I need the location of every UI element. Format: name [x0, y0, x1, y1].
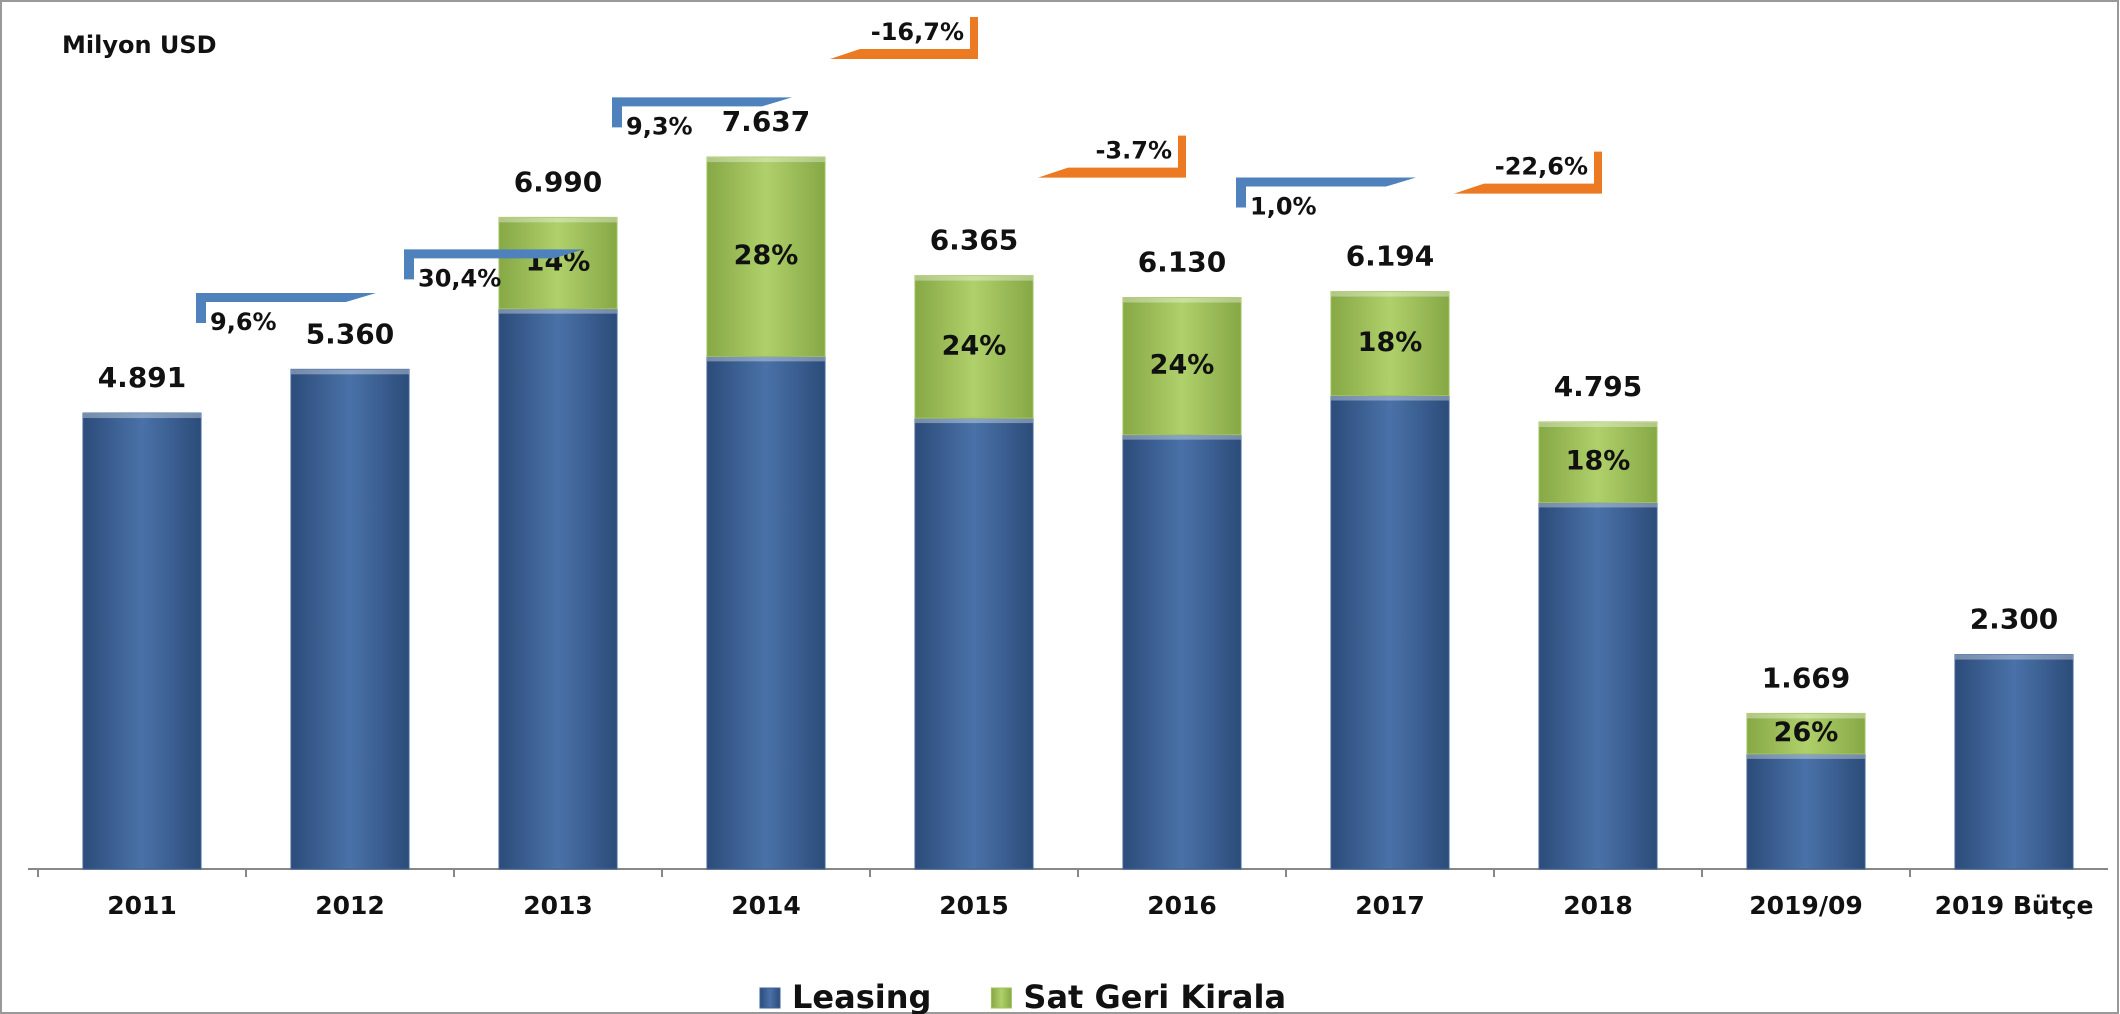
growth-flag [612, 97, 792, 128]
bar-highlight [1539, 502, 1657, 508]
growth-flag [196, 293, 376, 324]
growth-label: 30,4% [418, 264, 501, 292]
x-tick-label: 2018 [1563, 891, 1633, 920]
x-tick-label: 2016 [1147, 891, 1217, 920]
total-label: 6.990 [514, 165, 603, 198]
x-tick-label: 2019 Bütçe [1935, 891, 2094, 920]
bar-segment [498, 216, 618, 310]
x-tick-label: 2013 [523, 891, 593, 920]
growth-flag [1236, 177, 1416, 208]
growth-label: 9,6% [210, 308, 277, 336]
unit-label: Milyon USD [62, 31, 217, 59]
growth-flag [1454, 151, 1602, 194]
share-label: 24% [942, 330, 1007, 361]
bar-segment [290, 368, 410, 870]
growth-flag [830, 17, 978, 60]
growth-label: -22,6% [1495, 153, 1588, 181]
bar-segment [1954, 654, 2074, 870]
bar-highlight [1955, 654, 2073, 660]
x-tick-label: 2014 [731, 891, 801, 920]
bar-segment [706, 156, 826, 357]
bar-highlight [1747, 753, 1865, 759]
share-label: 26% [1774, 717, 1839, 748]
total-label: 2.300 [1970, 603, 2059, 636]
growth-label: 1,0% [1250, 193, 1317, 221]
x-tick-label: 2017 [1355, 891, 1425, 920]
bar-segment [1330, 395, 1450, 870]
bar-highlight [915, 275, 1033, 281]
bar-highlight [1123, 434, 1241, 440]
bar-segment [1538, 501, 1658, 870]
share-label: 18% [1358, 327, 1423, 358]
x-tick-label: 2019/09 [1749, 891, 1863, 920]
bar-highlight [1331, 291, 1449, 297]
x-tick-label: 2015 [939, 891, 1009, 920]
bar-segment [1746, 712, 1866, 755]
bar-highlight [1747, 713, 1865, 719]
bar-segment [914, 417, 1034, 870]
bar-highlight [499, 308, 617, 314]
total-label: 5.360 [306, 317, 395, 350]
growth-flag [404, 249, 584, 280]
total-label: 1.669 [1762, 661, 1851, 694]
share-label: 18% [1566, 446, 1631, 477]
total-label: 4.891 [98, 361, 187, 394]
bar-highlight [1331, 395, 1449, 401]
bar-segment [1122, 434, 1242, 870]
bar-segment [1538, 421, 1658, 503]
bar-segment [498, 308, 618, 870]
legend-swatch [990, 987, 1012, 1009]
growth-label: 9,3% [626, 112, 693, 140]
bar-highlight [707, 157, 825, 163]
x-tick-label: 2012 [315, 891, 385, 920]
bar-segment [1330, 291, 1450, 397]
bar-highlight [707, 356, 825, 362]
growth-label: -3.7% [1095, 137, 1172, 165]
bar-segment [82, 412, 202, 870]
bar-segment [1122, 297, 1242, 436]
bar-highlight [1539, 421, 1657, 427]
x-tick-label: 2011 [107, 891, 177, 920]
legend-label: Sat Geri Kirala [1023, 978, 1286, 1014]
growth-flag [1038, 135, 1186, 178]
bar-segment [914, 275, 1034, 419]
total-label: 6.365 [930, 224, 1019, 257]
total-label: 6.130 [1138, 246, 1227, 279]
bar-highlight [915, 418, 1033, 424]
bar-segment [706, 355, 826, 870]
bar-segment [1746, 753, 1866, 870]
share-label: 24% [1150, 350, 1215, 381]
growth-label: -16,7% [871, 18, 964, 46]
bar-highlight [83, 413, 201, 419]
legend-swatch [759, 987, 781, 1009]
legend-label: Leasing [792, 978, 931, 1014]
bar-highlight [499, 217, 617, 223]
bar-highlight [1123, 297, 1241, 303]
total-label: 4.795 [1554, 370, 1643, 403]
total-label: 7.637 [722, 105, 811, 138]
bar-highlight [291, 369, 409, 375]
total-label: 6.194 [1346, 240, 1435, 273]
share-label: 28% [734, 240, 799, 271]
